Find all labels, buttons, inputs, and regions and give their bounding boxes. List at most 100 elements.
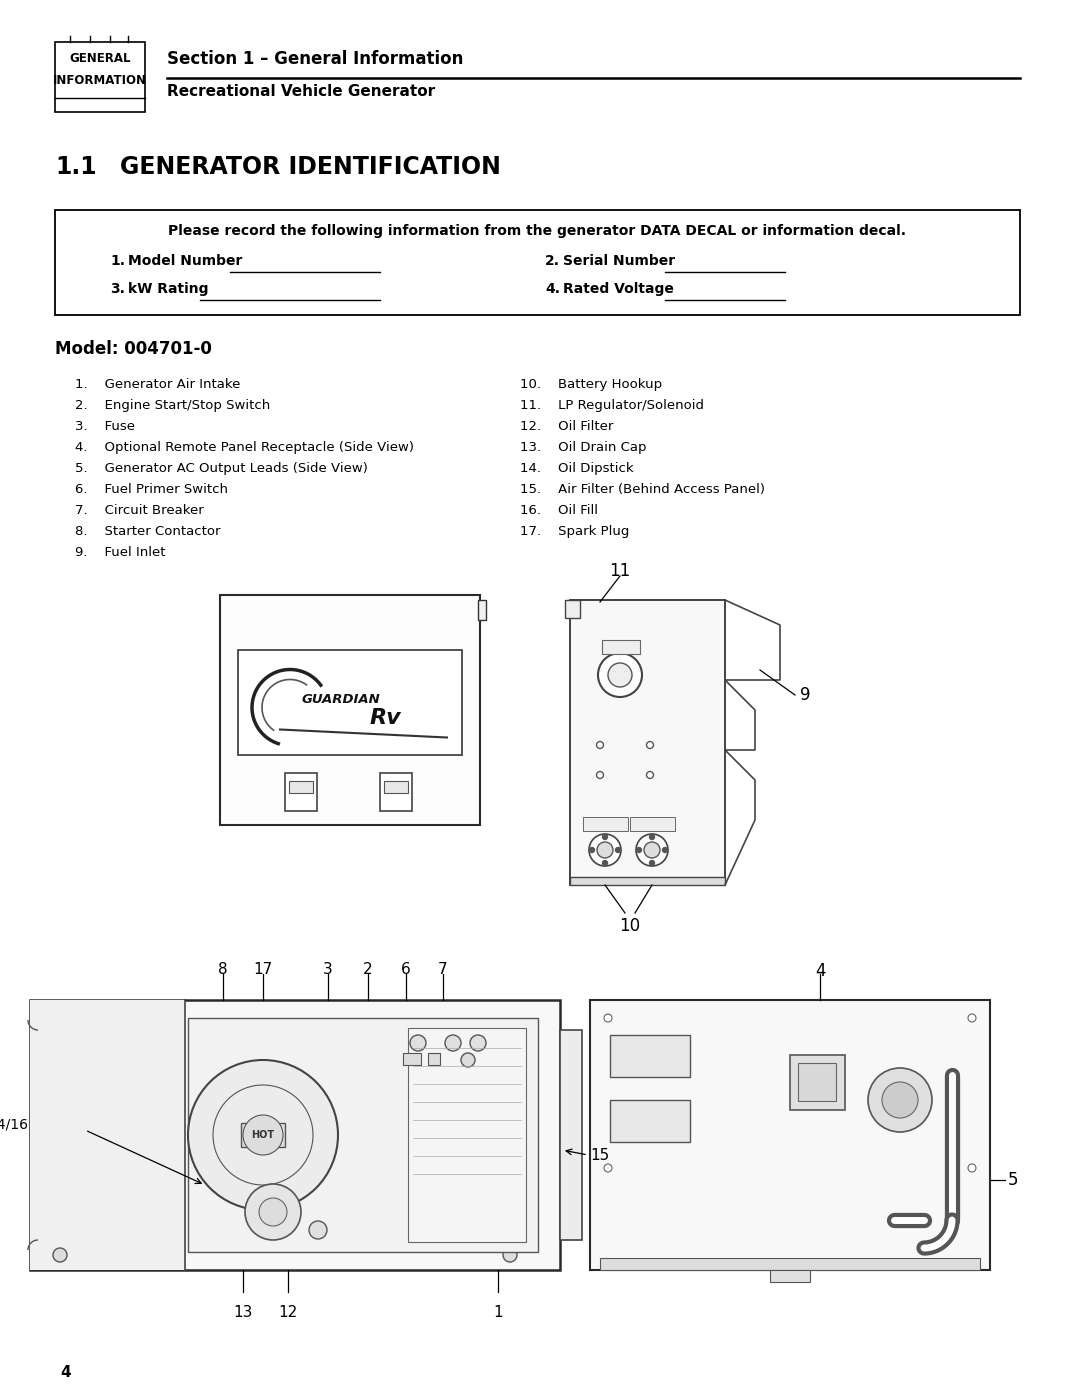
Bar: [600, 1259, 980, 1270]
Bar: [602, 640, 640, 654]
Text: 7: 7: [438, 963, 448, 977]
Bar: [289, 781, 313, 793]
Text: 17.    Spark Plug: 17. Spark Plug: [519, 525, 630, 538]
Bar: [570, 877, 725, 886]
Text: 17: 17: [254, 963, 272, 977]
Text: GENERAL: GENERAL: [69, 52, 131, 66]
Bar: [789, 1055, 845, 1111]
Circle shape: [662, 848, 667, 852]
Text: 1.1: 1.1: [55, 155, 96, 179]
Bar: [561, 1030, 582, 1241]
Text: 4: 4: [60, 1365, 70, 1380]
Bar: [590, 1000, 990, 1270]
Text: 2.: 2.: [545, 254, 561, 268]
Circle shape: [649, 834, 654, 840]
Text: 5: 5: [1008, 1171, 1018, 1189]
Text: Model Number: Model Number: [129, 254, 242, 268]
Text: 1.: 1.: [110, 254, 125, 268]
Circle shape: [603, 861, 607, 866]
Bar: [570, 599, 725, 886]
Text: 1: 1: [494, 1305, 503, 1320]
Text: Rated Voltage: Rated Voltage: [563, 282, 674, 296]
Circle shape: [636, 834, 669, 866]
Circle shape: [647, 742, 653, 749]
Circle shape: [608, 664, 632, 687]
Text: INFORMATION: INFORMATION: [53, 74, 147, 87]
Text: kW Rating: kW Rating: [129, 282, 208, 296]
Text: 3.: 3.: [110, 282, 125, 296]
Text: 1.    Generator Air Intake: 1. Generator Air Intake: [75, 379, 241, 391]
Text: 3: 3: [323, 963, 333, 977]
Bar: [770, 1270, 810, 1282]
Text: Please record the following information from the generator DATA DECAL or informa: Please record the following information …: [168, 224, 906, 237]
Circle shape: [589, 834, 621, 866]
Text: 16.    Oil Fill: 16. Oil Fill: [519, 504, 598, 517]
Text: Serial Number: Serial Number: [563, 254, 675, 268]
Bar: [220, 595, 480, 826]
Circle shape: [309, 1221, 327, 1239]
Bar: [610, 1099, 690, 1141]
Bar: [238, 650, 462, 754]
Circle shape: [649, 861, 654, 866]
Bar: [380, 773, 411, 812]
Text: GENERATOR IDENTIFICATION: GENERATOR IDENTIFICATION: [120, 155, 501, 179]
Bar: [30, 1000, 561, 1270]
Text: 9.    Fuel Inlet: 9. Fuel Inlet: [75, 546, 165, 559]
Bar: [565, 599, 580, 617]
Text: 10.    Battery Hookup: 10. Battery Hookup: [519, 379, 662, 391]
Bar: [241, 1123, 285, 1147]
Text: 5.    Generator AC Output Leads (Side View): 5. Generator AC Output Leads (Side View): [75, 462, 368, 475]
Text: 10: 10: [620, 916, 640, 935]
Circle shape: [445, 1035, 461, 1051]
Bar: [384, 781, 408, 793]
Text: 13: 13: [233, 1305, 253, 1320]
Text: Section 1 – General Information: Section 1 – General Information: [167, 50, 463, 68]
Text: 8.    Starter Contactor: 8. Starter Contactor: [75, 525, 220, 538]
Circle shape: [616, 848, 621, 852]
Bar: [188, 1018, 538, 1252]
Text: 13.    Oil Drain Cap: 13. Oil Drain Cap: [519, 441, 647, 454]
Circle shape: [243, 1115, 283, 1155]
Circle shape: [245, 1185, 301, 1241]
Bar: [55, 42, 145, 112]
Circle shape: [644, 842, 660, 858]
Circle shape: [882, 1083, 918, 1118]
Circle shape: [968, 1014, 976, 1023]
Text: 8: 8: [218, 963, 228, 977]
Text: 11.    LP Regulator/Solenoid: 11. LP Regulator/Solenoid: [519, 400, 704, 412]
Circle shape: [590, 848, 594, 852]
Circle shape: [53, 1248, 67, 1261]
Bar: [403, 1053, 421, 1065]
Text: 2.    Engine Start/Stop Switch: 2. Engine Start/Stop Switch: [75, 400, 270, 412]
Circle shape: [597, 842, 613, 858]
Bar: [285, 773, 318, 812]
Circle shape: [968, 1164, 976, 1172]
Bar: [30, 1000, 185, 1270]
Circle shape: [503, 1248, 517, 1261]
Circle shape: [868, 1067, 932, 1132]
Circle shape: [603, 834, 607, 840]
Text: 11: 11: [609, 562, 631, 580]
Circle shape: [647, 771, 653, 778]
Text: GUARDIAN: GUARDIAN: [302, 693, 381, 705]
Text: 4: 4: [814, 963, 825, 981]
Text: Model: 004701-0: Model: 004701-0: [55, 339, 212, 358]
Text: 2: 2: [363, 963, 373, 977]
Bar: [55, 210, 1020, 314]
Text: Recreational Vehicle Generator: Recreational Vehicle Generator: [167, 84, 435, 99]
Text: HOT: HOT: [252, 1130, 274, 1140]
Bar: [478, 599, 486, 620]
Text: 6: 6: [401, 963, 410, 977]
Circle shape: [188, 1060, 338, 1210]
Text: 4.: 4.: [545, 282, 561, 296]
Circle shape: [461, 1053, 475, 1067]
Bar: [798, 1063, 836, 1101]
Circle shape: [604, 1014, 612, 1023]
Circle shape: [259, 1199, 287, 1227]
Circle shape: [598, 652, 642, 697]
Bar: [630, 817, 675, 831]
Circle shape: [596, 742, 604, 749]
Circle shape: [410, 1035, 426, 1051]
Text: 14.    Oil Dipstick: 14. Oil Dipstick: [519, 462, 634, 475]
Circle shape: [596, 771, 604, 778]
